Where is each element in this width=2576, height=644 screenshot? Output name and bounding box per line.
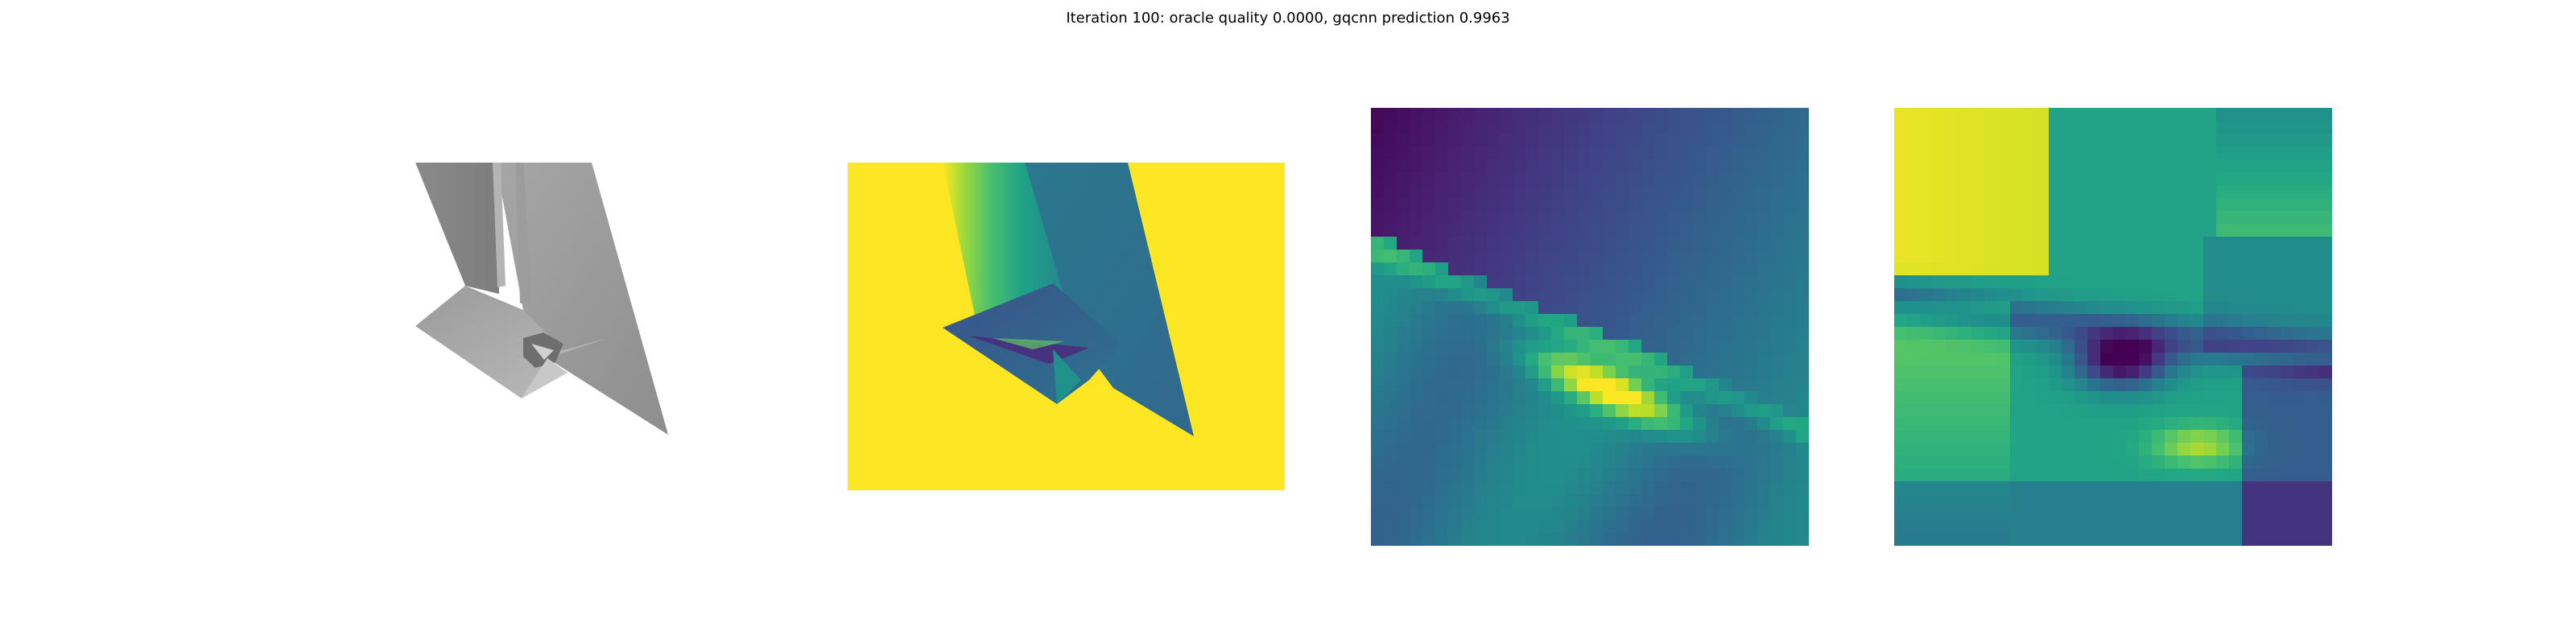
render-crease-lower: [522, 358, 568, 398]
object-render-svg: [415, 163, 668, 435]
render-face-right: [496, 163, 668, 435]
depth-image: [848, 163, 1285, 490]
depth-crop-2: [1894, 108, 2332, 546]
depth-crease-light: [993, 338, 1065, 349]
depth-crop-2-canvas: [1894, 108, 2332, 546]
render-ridge-2: [515, 163, 531, 303]
render-face-bottom: [415, 286, 608, 398]
depth-crop-1-canvas: [1371, 108, 1809, 546]
depth-face-right: [1025, 163, 1194, 436]
depth-crease-lower: [1053, 349, 1081, 404]
render-crease-highlight: [531, 344, 554, 360]
depth-crop-1: [1371, 108, 1809, 546]
figure-title: Iteration 100: oracle quality 0.0000, gq…: [1066, 10, 1510, 27]
object-render-image: [402, 157, 692, 447]
render-face-left: [415, 163, 499, 294]
render-ridge: [493, 163, 506, 287]
depth-image-svg: [848, 163, 1285, 490]
